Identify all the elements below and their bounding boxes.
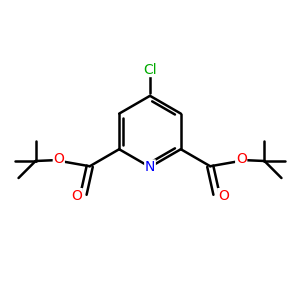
- Text: Cl: Cl: [143, 62, 157, 76]
- Text: O: O: [71, 189, 82, 203]
- Text: O: O: [53, 152, 64, 166]
- Text: N: N: [145, 160, 155, 174]
- Text: O: O: [218, 189, 229, 203]
- Text: O: O: [236, 152, 247, 166]
